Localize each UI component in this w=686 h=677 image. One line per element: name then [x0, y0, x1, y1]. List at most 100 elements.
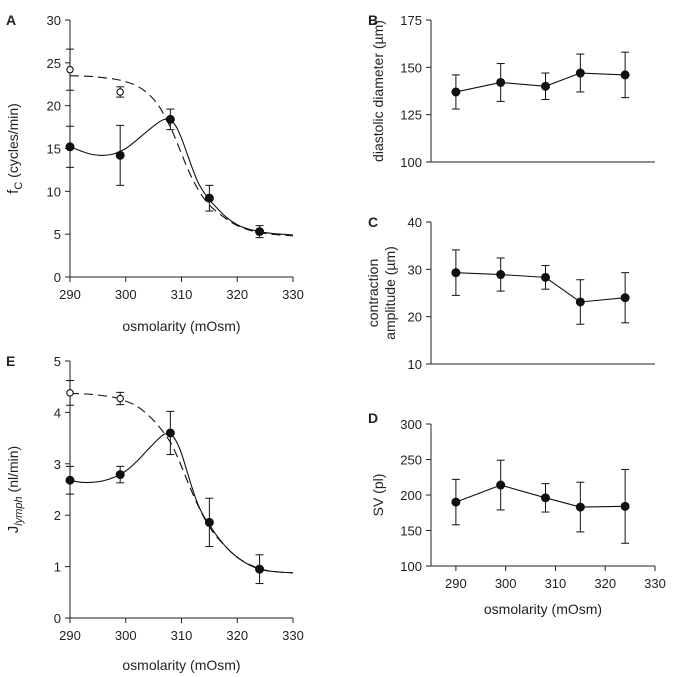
- y-tick-label: 40: [408, 215, 422, 230]
- data-point: [115, 150, 125, 160]
- y-tick-label: 125: [400, 108, 422, 123]
- y-tick-label: 20: [47, 99, 61, 114]
- x-tick-label: 300: [115, 287, 137, 302]
- x-tick-label: 310: [545, 576, 567, 591]
- panel-letter: A: [6, 12, 16, 28]
- panel-c: C 10 20 30 40 contraction amplitude (µm): [365, 214, 655, 372]
- series-sv: [451, 459, 630, 544]
- y-tick-label: 300: [400, 417, 422, 432]
- data-point: [66, 389, 74, 397]
- data-point: [540, 81, 550, 91]
- x-tick-label: 330: [282, 628, 304, 643]
- y-axis-label: diastolic diameter (µm): [370, 20, 386, 162]
- data-point: [165, 428, 175, 438]
- fit-curve-filled: [69, 118, 294, 236]
- data-point: [496, 77, 506, 87]
- y-tick-label: 15: [47, 142, 61, 157]
- data-point: [540, 272, 550, 282]
- panel-letter: E: [6, 353, 15, 369]
- data-point: [65, 475, 75, 485]
- x-tick-label: 290: [445, 576, 467, 591]
- y-tick-label: 10: [47, 184, 61, 199]
- y-tick-label: 250: [400, 453, 422, 468]
- y-label-subscript: lymph: [13, 496, 25, 525]
- series-line: [455, 484, 626, 508]
- y-tick-label: 0: [54, 611, 61, 626]
- x-tick-label: 300: [115, 628, 137, 643]
- series-filled: [65, 410, 294, 585]
- data-point: [255, 227, 265, 237]
- series-diameter: [451, 51, 630, 110]
- panel-d: D 100 150 200 250 300 290 300 310 320 330 osmolarit…: [368, 410, 666, 617]
- x-tick-label: 320: [226, 287, 248, 302]
- series-filled: [65, 108, 294, 239]
- data-point: [451, 268, 461, 278]
- y-tick-label: 1: [54, 560, 61, 575]
- panel-letter: B: [368, 12, 378, 28]
- fit-curve-open: [69, 75, 294, 237]
- y-tick-label: 5: [54, 354, 61, 369]
- y-label-subscript: C: [13, 182, 25, 190]
- panel-letter: D: [368, 410, 378, 426]
- y-tick-label: 100: [400, 155, 422, 170]
- y-tick-label: 100: [400, 559, 422, 574]
- y-label-units: (cycles/min): [5, 103, 21, 182]
- y-tick-label: 10: [408, 357, 422, 372]
- y-tick-label: 150: [400, 524, 422, 539]
- data-point: [204, 193, 214, 203]
- y-tick-label: 25: [47, 56, 61, 71]
- y-tick-label: 30: [47, 13, 61, 28]
- x-axis-label: osmolarity (mOsm): [122, 657, 240, 673]
- panel-e: E 0 1 2 3 4 5 290 300 310 320 330 osmolarity (mOsm) J…: [5, 353, 304, 673]
- x-tick-label: 310: [171, 628, 193, 643]
- y-axis-label: SV (pl): [370, 474, 386, 517]
- data-point: [620, 501, 630, 511]
- data-point: [620, 293, 630, 303]
- data-point: [451, 87, 461, 97]
- data-point: [575, 68, 585, 78]
- x-tick-label: 330: [644, 576, 666, 591]
- y-tick-label: 200: [400, 488, 422, 503]
- x-tick-label: 320: [594, 576, 616, 591]
- y-tick-label: 2: [54, 508, 61, 523]
- y-tick-label: 150: [400, 60, 422, 75]
- data-point: [575, 297, 585, 307]
- data-point: [116, 394, 124, 403]
- panel-b: B 100 125 150 175 diastolic diameter (µm): [368, 12, 655, 170]
- x-tick-label: 310: [171, 287, 193, 302]
- y-tick-label: 30: [408, 262, 422, 277]
- x-tick-label: 320: [226, 628, 248, 643]
- y-axis-label-line2: amplitude (µm): [382, 246, 398, 340]
- y-label-units: (nl/min): [5, 446, 21, 497]
- x-tick-label: 330: [282, 287, 304, 302]
- panel-letter: C: [368, 214, 378, 230]
- y-tick-label: 175: [400, 13, 422, 28]
- x-tick-label: 300: [495, 576, 517, 591]
- y-tick-label: 3: [54, 457, 61, 472]
- y-tick-label: 4: [54, 405, 61, 420]
- y-tick-label: 20: [408, 310, 422, 325]
- y-axis-label: Jlymph (nl/min): [5, 446, 25, 533]
- data-point: [540, 493, 550, 503]
- x-axis-label: osmolarity (mOsm): [122, 318, 240, 334]
- x-axis-label: osmolarity (mOsm): [484, 601, 602, 617]
- data-point: [204, 517, 214, 527]
- series-open: [66, 380, 294, 574]
- data-point: [116, 88, 124, 96]
- series-amplitude: [451, 249, 630, 325]
- panel-a: A 0 5 10 15 20 25 30 290 300 310 320 330 osmolarity (…: [5, 12, 304, 334]
- y-axis-label: fC (cycles/min): [5, 103, 25, 194]
- data-point: [451, 497, 461, 507]
- y-label-main: J: [5, 526, 22, 534]
- y-tick-label: 5: [54, 227, 61, 242]
- x-tick-label: 290: [59, 628, 81, 643]
- y-label-main: f: [5, 189, 22, 194]
- series-line: [455, 272, 626, 303]
- series-line: [455, 72, 626, 93]
- data-point: [115, 470, 125, 480]
- data-point: [575, 502, 585, 512]
- fit-curve-filled: [69, 432, 294, 574]
- y-axis-label-line1: contraction: [365, 259, 381, 327]
- data-point: [65, 142, 75, 152]
- fit-curve-open: [69, 392, 294, 574]
